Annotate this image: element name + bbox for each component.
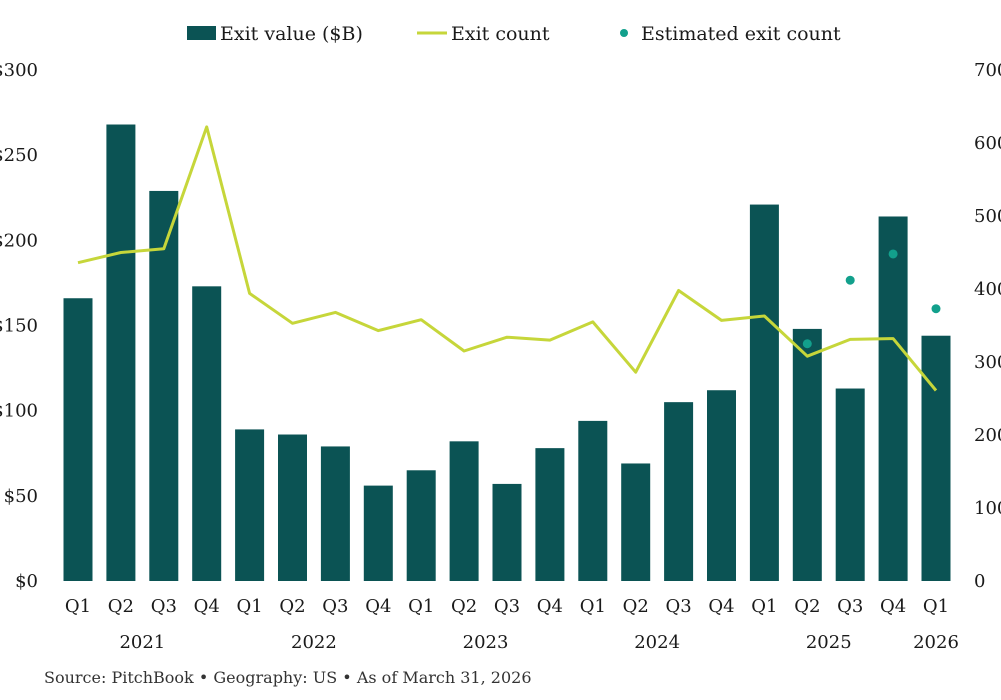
x-tick-label: Q1 xyxy=(408,596,434,617)
bar-exit-value xyxy=(878,216,908,581)
y-axis-right: 0 100 200 300 400 500 600 700 xyxy=(974,60,1001,592)
bar-exit-value xyxy=(449,441,479,581)
y-right-tick-label: 200 xyxy=(974,425,1001,446)
x-tick-label: Q4 xyxy=(708,596,734,617)
x-tick-label: Q4 xyxy=(365,596,391,617)
x-tick-label: Q3 xyxy=(665,596,691,617)
x-year-label: 2025 xyxy=(806,632,852,653)
y-right-tick-label: 0 xyxy=(974,571,985,592)
x-tick-label: Q3 xyxy=(837,596,863,617)
y-right-tick-label: 400 xyxy=(974,279,1001,300)
y-left-tick-label: $250 xyxy=(0,145,38,166)
bar-exit-value xyxy=(492,483,522,581)
x-tick-label: Q2 xyxy=(279,596,305,617)
legend-swatch-exit-value xyxy=(187,26,216,40)
x-tick-label: Q1 xyxy=(580,596,606,617)
scatter-series xyxy=(802,249,941,349)
y-left-tick-label: $150 xyxy=(0,316,38,337)
separator: • xyxy=(198,668,209,687)
source-text: Source: PitchBook xyxy=(44,668,194,687)
y-axis-left: $0 $50 $100 $150 $200 $250 $300 xyxy=(0,60,38,592)
legend-label-exit-count: Exit count xyxy=(451,23,550,45)
x-tick-label: Q1 xyxy=(65,596,91,617)
bar-exit-value xyxy=(320,446,350,581)
bar-exit-value xyxy=(149,190,179,582)
x-tick-label: Q1 xyxy=(923,596,949,617)
legend-label-exit-value: Exit value ($B) xyxy=(220,23,363,45)
y-right-tick-label: 100 xyxy=(974,498,1001,519)
y-right-tick-label: 300 xyxy=(974,352,1001,373)
x-tick-label: Q2 xyxy=(623,596,649,617)
x-year-label: 2026 xyxy=(913,632,959,653)
bar-exit-value xyxy=(106,124,136,582)
x-tick-label: Q4 xyxy=(194,596,220,617)
bar-exit-value xyxy=(235,429,265,581)
bar-exit-value xyxy=(63,298,93,581)
x-tick-label: Q2 xyxy=(451,596,477,617)
bar-exit-value xyxy=(406,470,436,581)
as-of-text: As of March 31, 2026 xyxy=(356,668,532,687)
point-estimated-exit-count xyxy=(802,339,812,349)
x-year-label: 2024 xyxy=(634,632,680,653)
x-tick-label: Q3 xyxy=(322,596,348,617)
bar-exit-value xyxy=(835,388,865,581)
y-right-tick-label: 700 xyxy=(974,60,1001,81)
y-left-tick-label: $100 xyxy=(0,401,38,422)
point-estimated-exit-count xyxy=(845,275,855,285)
y-right-tick-label: 600 xyxy=(974,133,1001,154)
x-year-label: 2021 xyxy=(119,632,165,653)
x-tick-label: Q4 xyxy=(537,596,563,617)
legend-label-estimated-exit-count: Estimated exit count xyxy=(641,23,841,45)
x-tick-label: Q4 xyxy=(880,596,906,617)
bar-exit-value xyxy=(621,463,651,581)
geography-text: Geography: US xyxy=(213,668,338,687)
bar-exit-value xyxy=(792,328,822,581)
x-axis: Q1 Q2 Q3 Q4 Q1 Q2 Q3 Q4 Q1 Q2 Q3 Q4 Q1 Q2 Q3 Q4 Q1 Q2 Q3 Q4… xyxy=(65,596,959,653)
bar-exit-value xyxy=(535,448,565,581)
bar-exit-value xyxy=(664,402,694,581)
point-estimated-exit-count xyxy=(888,249,898,259)
legend-swatch-estimated-exit-count xyxy=(620,29,628,37)
legend: Exit value ($B) Exit count Estimated exit … xyxy=(187,23,841,45)
bar-exit-value xyxy=(749,204,779,581)
x-year-label: 2023 xyxy=(463,632,509,653)
bar-series xyxy=(63,124,951,582)
x-tick-label: Q1 xyxy=(236,596,262,617)
x-year-label: 2022 xyxy=(291,632,337,653)
y-left-tick-label: $200 xyxy=(0,230,38,251)
source-footer: Source: PitchBook • Geography: US • As o… xyxy=(44,668,532,687)
line-exit-count xyxy=(77,125,938,392)
x-tick-label: Q1 xyxy=(751,596,777,617)
bar-exit-value xyxy=(921,335,951,581)
x-tick-label: Q2 xyxy=(108,596,134,617)
separator: • xyxy=(342,668,352,687)
bar-exit-value xyxy=(192,286,222,581)
point-estimated-exit-count xyxy=(931,304,941,314)
y-left-tick-label: $50 xyxy=(4,486,38,507)
line-series xyxy=(77,125,938,392)
y-right-tick-label: 500 xyxy=(974,206,1001,227)
y-left-tick-label: $300 xyxy=(0,60,38,81)
x-tick-label: Q3 xyxy=(494,596,520,617)
bar-exit-value xyxy=(363,485,393,581)
bar-exit-value xyxy=(707,390,736,581)
bar-exit-value xyxy=(578,420,608,581)
x-tick-label: Q3 xyxy=(151,596,177,617)
y-left-tick-label: $0 xyxy=(15,571,38,592)
bar-exit-value xyxy=(278,434,307,581)
x-tick-label: Q2 xyxy=(794,596,820,617)
